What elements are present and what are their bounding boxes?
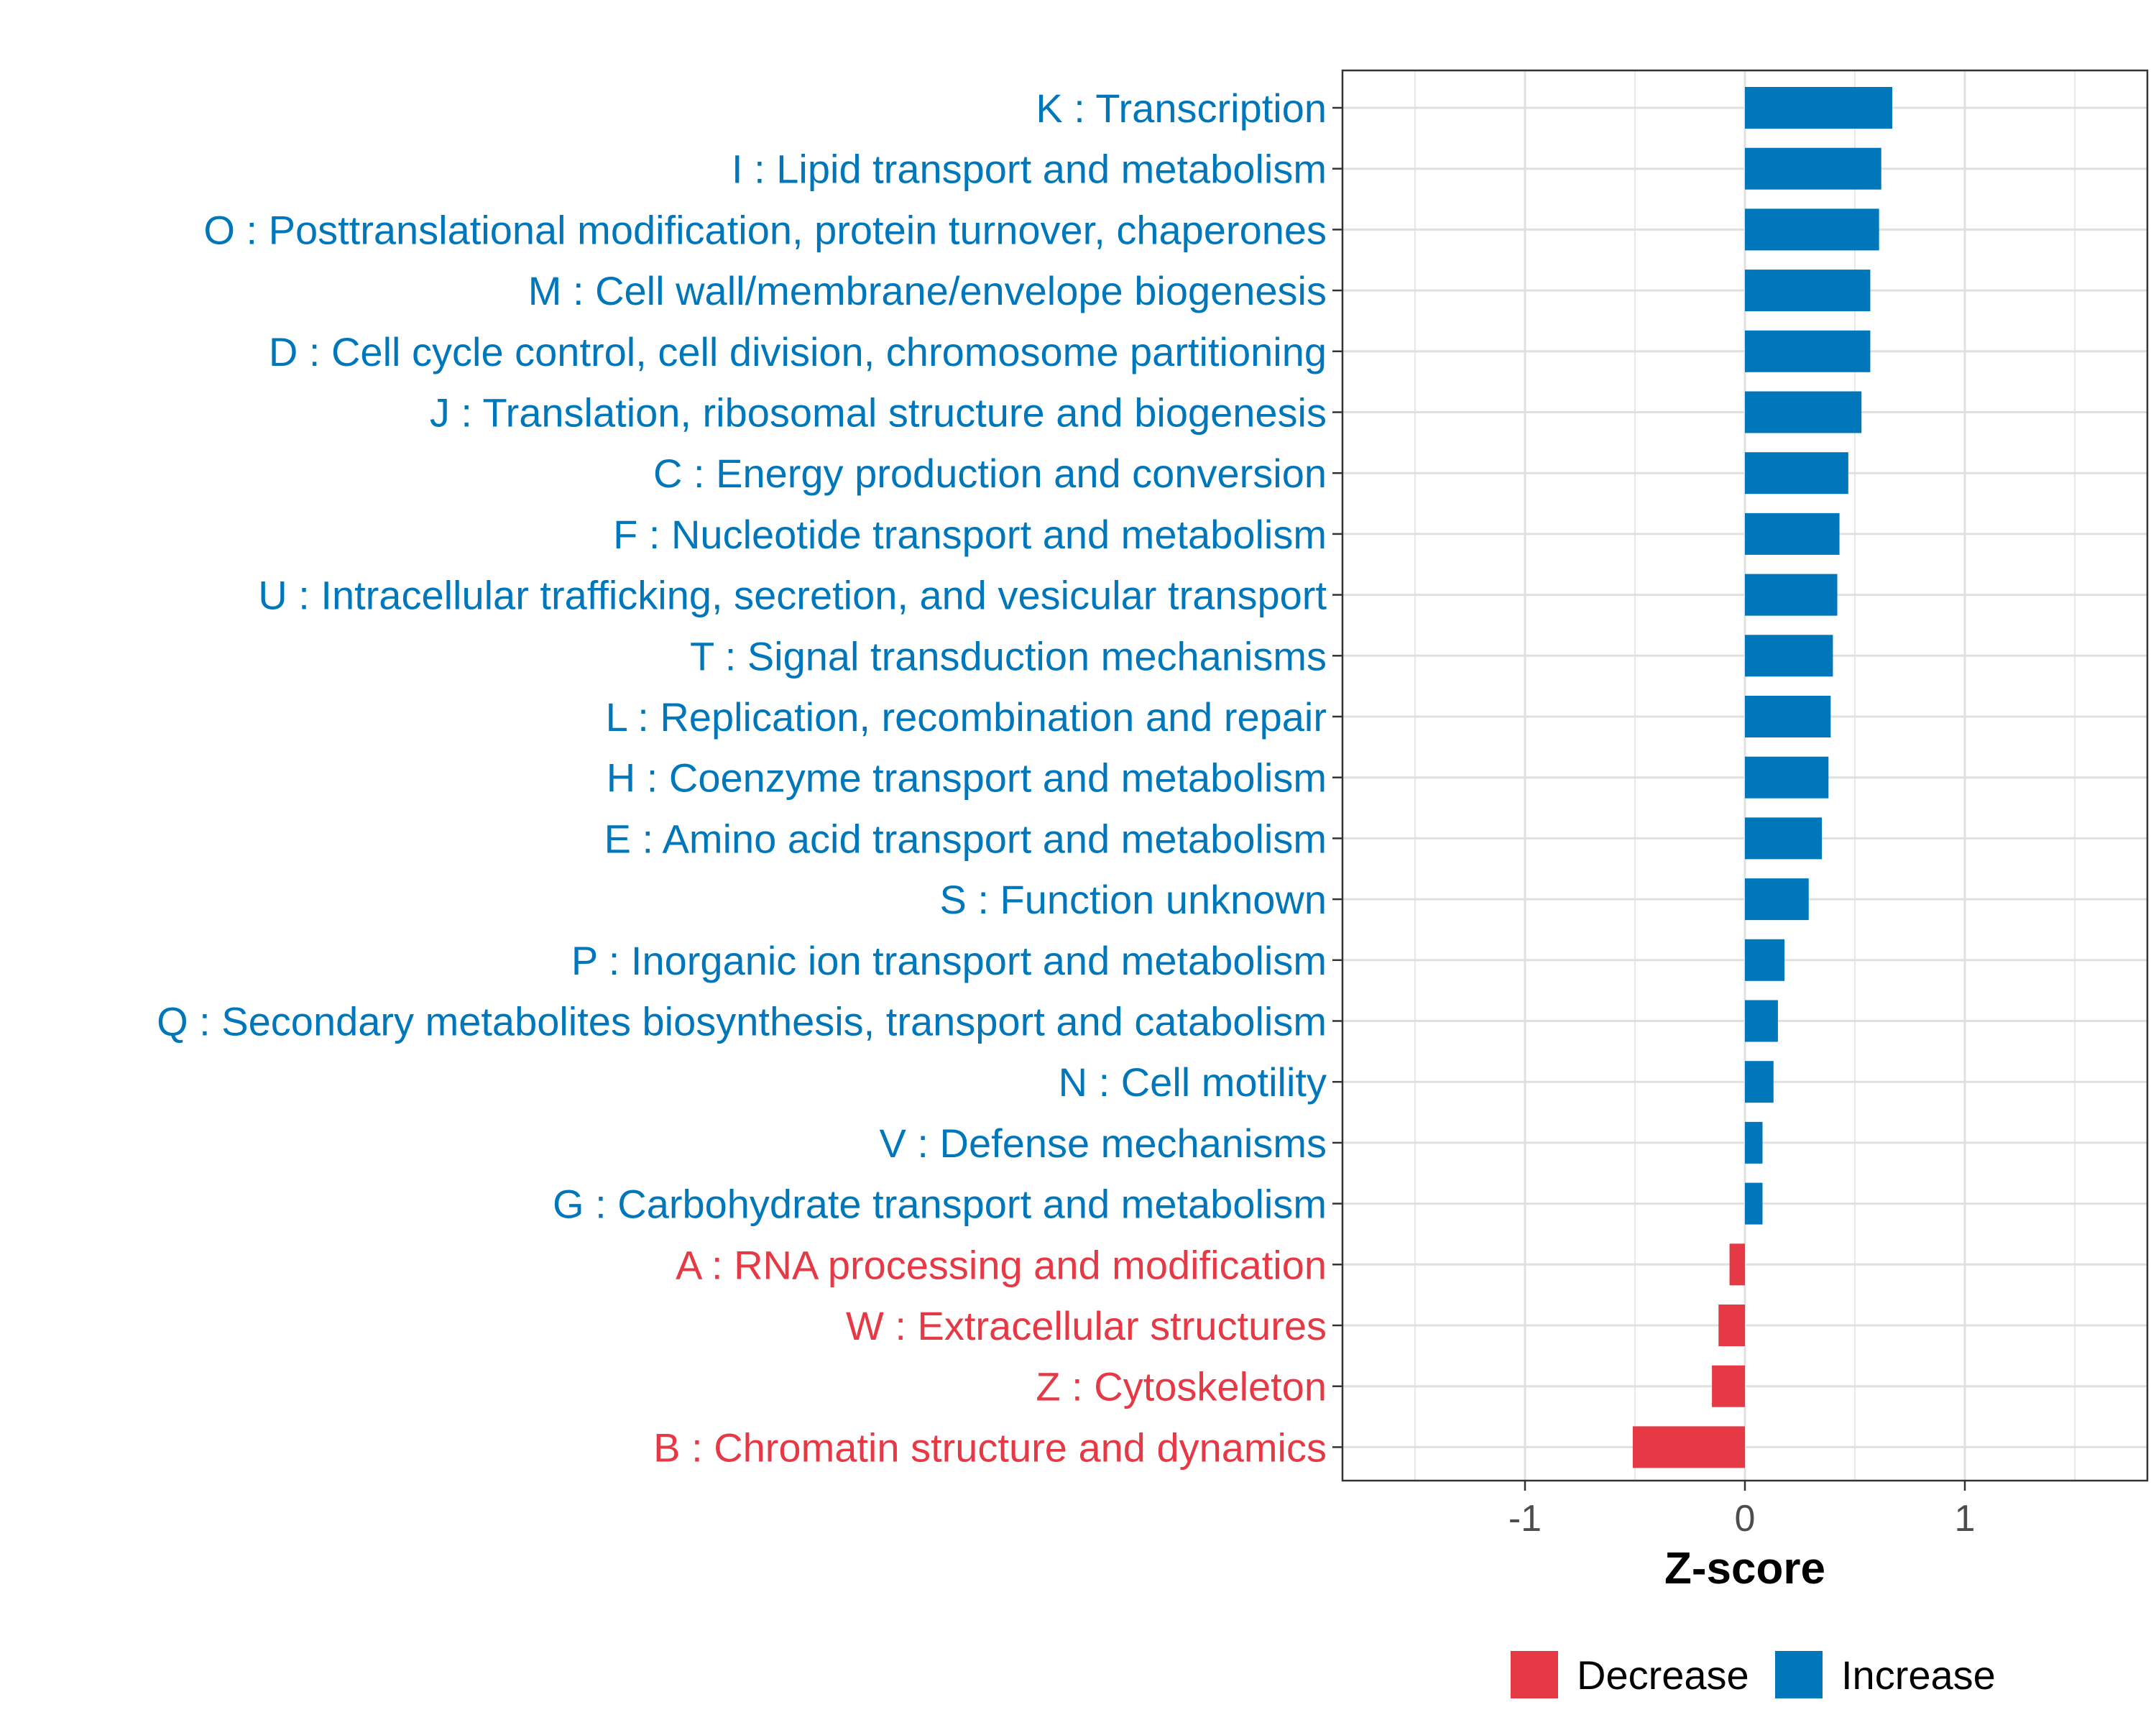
- category-label: K : Transcription: [1036, 86, 1327, 131]
- x-tick-label: 1: [1955, 1498, 1976, 1540]
- bar-c: [1745, 452, 1848, 494]
- bar-o: [1745, 208, 1879, 251]
- bar-t: [1745, 635, 1833, 677]
- bar-e: [1745, 817, 1823, 860]
- bar-v: [1745, 1121, 1763, 1164]
- bar-d: [1745, 330, 1871, 372]
- bar-g: [1745, 1182, 1763, 1225]
- bar-l: [1745, 696, 1831, 737]
- y-axis-ticks: [1332, 106, 1342, 1448]
- bar-p: [1745, 939, 1785, 981]
- legend-swatch-decrease: [1511, 1651, 1558, 1698]
- y-axis-category-labels: K : Transcription I : Lipid transport and…: [157, 86, 1327, 1470]
- legend-swatch-increase: [1775, 1651, 1823, 1698]
- bar-k: [1745, 87, 1893, 129]
- bar-q: [1745, 1000, 1778, 1042]
- category-label: D : Cell cycle control, cell division, c…: [269, 329, 1327, 374]
- bar-i: [1745, 147, 1881, 190]
- category-label: S : Function unknown: [939, 877, 1327, 922]
- bar-a: [1729, 1243, 1745, 1286]
- category-label: F : Nucleotide transport and metabolism: [613, 512, 1327, 557]
- legend-label-decrease: Decrease: [1577, 1652, 1749, 1698]
- bar-w: [1718, 1305, 1745, 1346]
- category-label: O : Posttranslational modification, prot…: [203, 207, 1327, 252]
- category-label: G : Carbohydrate transport and metabolis…: [553, 1182, 1327, 1227]
- category-label: T : Signal transduction mechanisms: [690, 633, 1327, 678]
- category-label: I : Lipid transport and metabolism: [732, 147, 1327, 192]
- category-label: C : Energy production and conversion: [653, 451, 1327, 496]
- bar-u: [1745, 574, 1838, 616]
- bar-s: [1745, 878, 1809, 921]
- category-label: H : Coenzyme transport and metabolism: [607, 755, 1327, 801]
- category-label: V : Defense mechanisms: [880, 1121, 1327, 1166]
- bar-n: [1745, 1061, 1774, 1103]
- bar-b: [1632, 1426, 1745, 1468]
- bar-m: [1745, 270, 1871, 312]
- category-label: J : Translation, ribosomal structure and…: [430, 390, 1327, 436]
- category-label: A : RNA processing and modification: [676, 1242, 1327, 1287]
- category-label: W : Extracellular structures: [846, 1303, 1327, 1348]
- x-tick-label: -1: [1508, 1498, 1542, 1540]
- category-label: M : Cell wall/membrane/envelope biogenes…: [528, 268, 1327, 313]
- category-label: Q : Secondary metabolites biosynthesis, …: [157, 999, 1327, 1044]
- bar-j: [1745, 391, 1862, 433]
- x-axis-title: Z-score: [1664, 1544, 1825, 1593]
- bars: [1632, 87, 1893, 1468]
- category-label: E : Amino acid transport and metabolism: [604, 816, 1327, 861]
- bar-z: [1712, 1365, 1745, 1407]
- category-label: N : Cell motility: [1059, 1059, 1327, 1105]
- x-tick-label: 0: [1735, 1498, 1756, 1540]
- legend: Decrease Increase: [1511, 1651, 1996, 1698]
- category-label: Z : Cytoskeleton: [1036, 1364, 1327, 1409]
- category-label: P : Inorganic ion transport and metaboli…: [571, 938, 1327, 983]
- x-axis-ticks: -1 0 1: [1508, 1481, 1976, 1540]
- category-label: B : Chromatin structure and dynamics: [653, 1425, 1327, 1470]
- bar-f: [1745, 512, 1840, 555]
- bar-h: [1745, 756, 1829, 799]
- category-label: U : Intracellular trafficking, secretion…: [258, 573, 1327, 618]
- category-label: L : Replication, recombination and repai…: [606, 694, 1327, 740]
- legend-label-increase: Increase: [1841, 1652, 1996, 1698]
